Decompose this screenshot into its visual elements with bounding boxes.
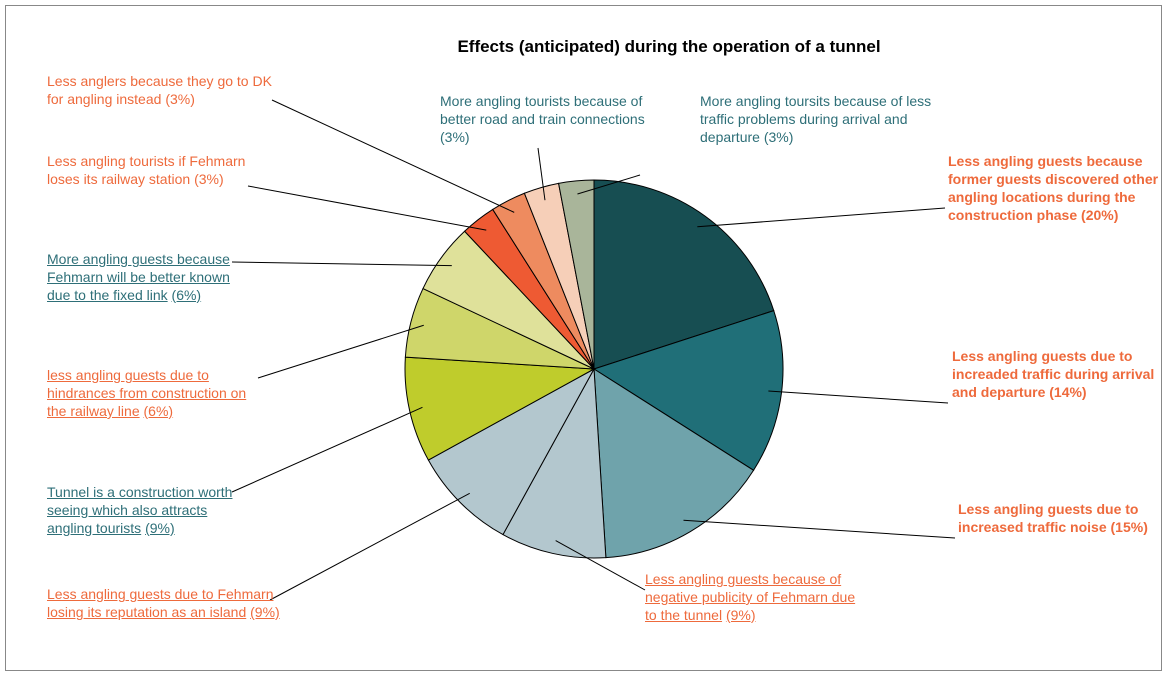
leader-line [697,207,946,228]
slice-value-label: (9%) [250,604,280,620]
leader-line [537,147,546,201]
leader-line [247,185,487,231]
leader-line [768,390,949,404]
slice-value-label: (9%) [145,520,175,536]
slice-label: More angling tourists because of better … [440,92,660,146]
pie-slice [502,367,607,559]
leader-line [555,540,646,591]
slice-label-text: Less anglers because they go to DK for a… [47,73,272,107]
slice-label-text: More angling tourists because of better … [440,93,645,127]
slice-label: Tunnel is a construction worth seeing wh… [47,483,247,537]
pie-slice [404,356,596,461]
slice-value-label: (9%) [725,607,756,623]
slice-label-text: Less angling guests due to increased tra… [958,501,1139,535]
slice-value-label: (6%) [171,287,202,303]
slice-label-text: Tunnel is a construction worth seeing wh… [47,484,233,536]
pie-slice [427,367,596,536]
slice-label: Less angling guests due to increaded tra… [952,347,1166,401]
leader-line [271,99,515,213]
slice-label-text: Less angling guests due to increaded tra… [952,348,1155,400]
leader-line [577,174,641,195]
slice-value-label: (3%) [194,171,224,187]
leader-line [231,261,452,267]
slice-label: Less angling guests because of negative … [645,570,865,624]
slice-label: More angling guests because Fehmarn will… [47,250,237,304]
slice-label-text: Less angling guests due to Fehmarn losin… [47,586,274,620]
slice-value-label: (3%) [440,129,470,145]
slice-label-text: Less angling guests because former guest… [948,153,1159,223]
pie-slice [558,179,595,370]
leader-line [231,406,423,493]
slice-label: Less angling guests due to Fehmarn losin… [47,585,287,621]
pie-slice [593,368,755,559]
slice-label-text: less angling guests due to hindrances fr… [47,367,247,419]
leader-line [257,324,424,379]
slice-label-text: Less angling tourists if Fehmarn loses i… [47,153,246,187]
slice-label: Less angling tourists if Fehmarn loses i… [47,152,257,188]
slice-label: less angling guests due to hindrances fr… [47,366,267,420]
slice-label-text: More angling guests because Fehmarn will… [47,251,230,303]
slice-label-text: Less angling guests because of negative … [645,571,856,623]
slice-value-label: (3%) [165,91,195,107]
chart-title: Effects (anticipated) during the operati… [457,37,881,56]
leader-line [683,519,956,539]
slice-label: Less angling guests due to increased tra… [958,500,1166,536]
slice-value-label: (6%) [143,403,174,419]
slice-value-label: (15%) [1110,519,1148,535]
chart-frame [5,5,1162,671]
slice-value-label: (3%) [763,129,794,145]
pie-slice [592,309,784,471]
slice-label: More angling toursits because of less tr… [700,92,932,146]
slice-value-label: (20%) [1081,207,1119,223]
slice-label-text: More angling toursits because of less tr… [700,93,932,145]
slice-label: Less anglers because they go to DK for a… [47,72,287,108]
leader-line [269,492,470,601]
slice-label: Less angling guests because former guest… [948,152,1160,224]
slice-value-label: (14%) [1049,384,1087,400]
